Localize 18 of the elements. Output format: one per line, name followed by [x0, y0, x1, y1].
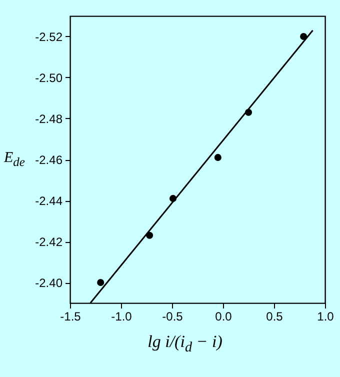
y-tick-label: -2.52 [35, 30, 63, 44]
x-tick-label: -1.0 [111, 310, 132, 324]
y-tick-label: -2.46 [35, 153, 63, 167]
x-tick-label: 1.0 [317, 310, 334, 324]
y-tick-label: -2.42 [35, 235, 63, 249]
point [97, 278, 104, 286]
point [214, 154, 222, 161]
y-axis-title: E$_{de}$ [4, 150, 25, 170]
x-axis-title: lg i/(i$_{d}$ − i) [146, 332, 224, 356]
x-tick-label: -0.5 [162, 310, 184, 324]
y-tick-label: -2.40 [35, 276, 63, 290]
y-tick-label: -2.50 [35, 71, 63, 85]
x-tick-label: 0.0 [215, 310, 232, 324]
x-tick-label: -1.5 [60, 310, 82, 324]
y-tick-label: -2.44 [35, 194, 63, 208]
y-tick-label: -2.48 [35, 112, 63, 126]
point [300, 32, 308, 40]
x-tick-label: 0.5 [266, 310, 284, 324]
